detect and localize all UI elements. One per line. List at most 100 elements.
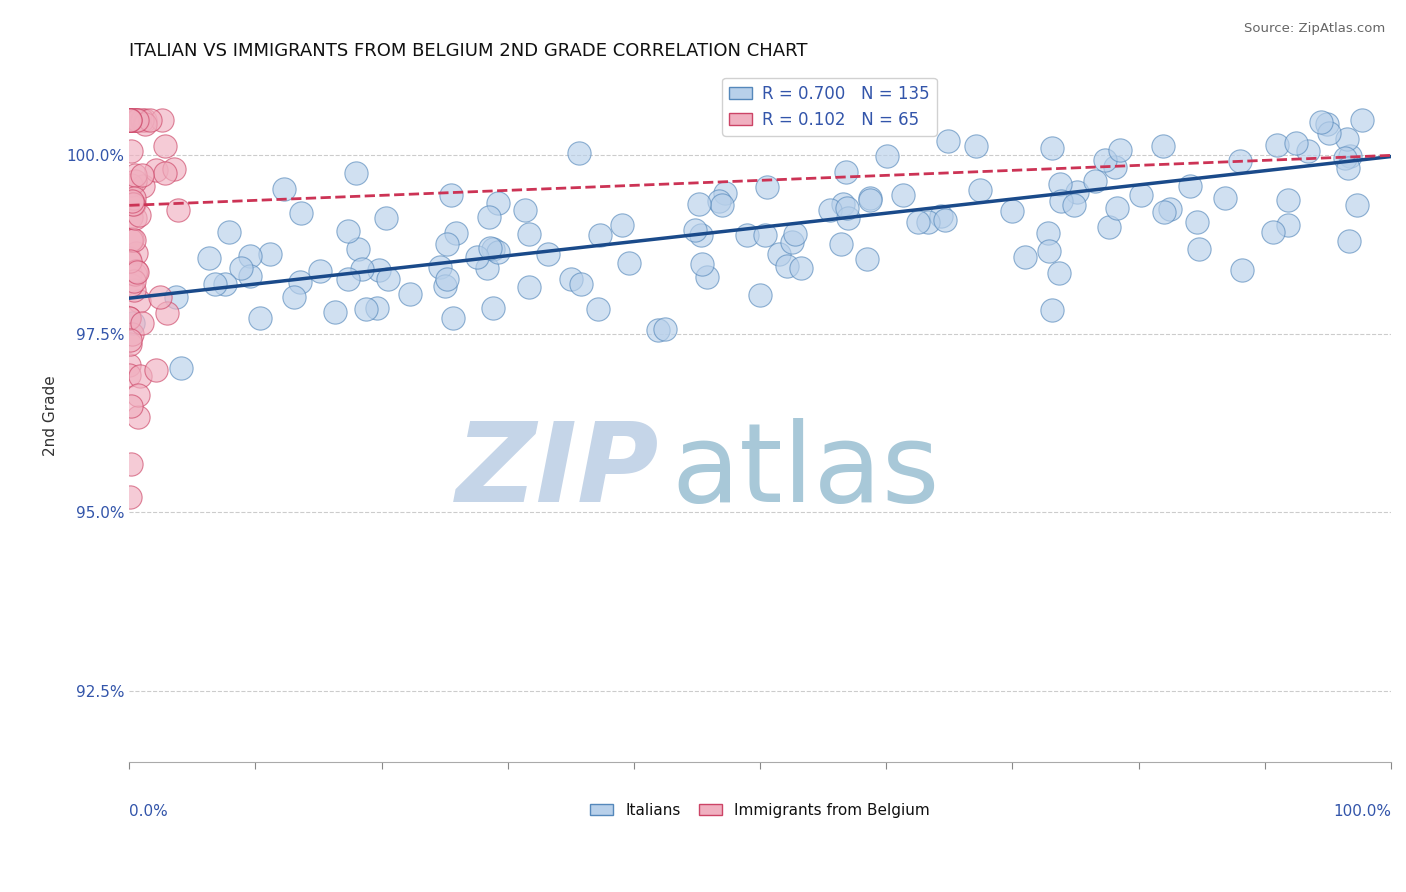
Point — [969, 183, 991, 197]
Point — [441, 311, 464, 326]
Point — [127, 409, 149, 424]
Point — [1277, 218, 1299, 232]
Point — [859, 191, 882, 205]
Y-axis label: 2nd Grade: 2nd Grade — [44, 376, 58, 457]
Point — [128, 293, 150, 308]
Point — [118, 112, 141, 127]
Point — [965, 139, 987, 153]
Point — [647, 323, 669, 337]
Point — [374, 211, 396, 226]
Text: atlas: atlas — [672, 418, 941, 525]
Point — [1229, 154, 1251, 169]
Point — [153, 139, 176, 153]
Point — [124, 196, 146, 211]
Point — [283, 290, 305, 304]
Point — [121, 194, 143, 208]
Point — [120, 266, 142, 280]
Point — [273, 182, 295, 196]
Point — [290, 276, 312, 290]
Point — [1350, 112, 1372, 127]
Point — [198, 251, 221, 265]
Point — [688, 197, 710, 211]
Point — [166, 202, 188, 217]
Point — [780, 235, 803, 249]
Point — [907, 215, 929, 229]
Point — [131, 112, 153, 127]
Point — [475, 260, 498, 275]
Point — [478, 210, 501, 224]
Point — [122, 233, 145, 247]
Point — [429, 260, 451, 274]
Point — [831, 197, 853, 211]
Point — [482, 301, 505, 316]
Point — [145, 162, 167, 177]
Point — [121, 112, 143, 127]
Point — [118, 251, 141, 265]
Point — [1107, 202, 1129, 216]
Point — [309, 264, 332, 278]
Point — [756, 179, 779, 194]
Point — [776, 259, 799, 273]
Point — [124, 173, 146, 187]
Point — [818, 202, 841, 217]
Point — [145, 363, 167, 377]
Point — [131, 316, 153, 330]
Point — [239, 249, 262, 263]
Point — [1040, 141, 1063, 155]
Point — [127, 387, 149, 401]
Point — [1188, 242, 1211, 256]
Point — [153, 166, 176, 180]
Point — [170, 361, 193, 376]
Point — [127, 112, 149, 127]
Point — [120, 178, 142, 192]
Point — [1130, 188, 1153, 202]
Text: 0.0%: 0.0% — [129, 804, 169, 819]
Point — [346, 243, 368, 257]
Point — [1284, 136, 1306, 150]
Point — [249, 310, 271, 325]
Point — [124, 267, 146, 281]
Point — [1049, 177, 1071, 191]
Point — [337, 224, 360, 238]
Point — [735, 227, 758, 242]
Point — [1337, 161, 1360, 175]
Point — [218, 225, 240, 239]
Point — [1049, 194, 1071, 208]
Point — [1153, 205, 1175, 219]
Point — [1336, 132, 1358, 146]
Point — [433, 279, 456, 293]
Point — [134, 117, 156, 131]
Point — [121, 232, 143, 246]
Point — [783, 227, 806, 242]
Point — [128, 368, 150, 383]
Point — [1047, 266, 1070, 280]
Point — [118, 336, 141, 351]
Point — [118, 254, 141, 268]
Point — [436, 236, 458, 251]
Point — [118, 368, 141, 382]
Point — [1309, 115, 1331, 129]
Point — [121, 399, 143, 413]
Point — [1317, 126, 1340, 140]
Point — [1277, 193, 1299, 207]
Point — [929, 209, 952, 223]
Point — [125, 246, 148, 260]
Point — [231, 260, 253, 275]
Point — [1339, 234, 1361, 248]
Point — [156, 306, 179, 320]
Point — [560, 271, 582, 285]
Point — [748, 288, 770, 302]
Point — [569, 277, 592, 292]
Point — [1084, 174, 1107, 188]
Point — [120, 144, 142, 158]
Point — [479, 241, 502, 255]
Point — [259, 246, 281, 260]
Point — [690, 256, 713, 270]
Point — [1265, 138, 1288, 153]
Point — [1152, 138, 1174, 153]
Point — [399, 287, 422, 301]
Point — [855, 252, 877, 267]
Point — [118, 333, 141, 347]
Text: Source: ZipAtlas.com: Source: ZipAtlas.com — [1244, 22, 1385, 36]
Point — [683, 223, 706, 237]
